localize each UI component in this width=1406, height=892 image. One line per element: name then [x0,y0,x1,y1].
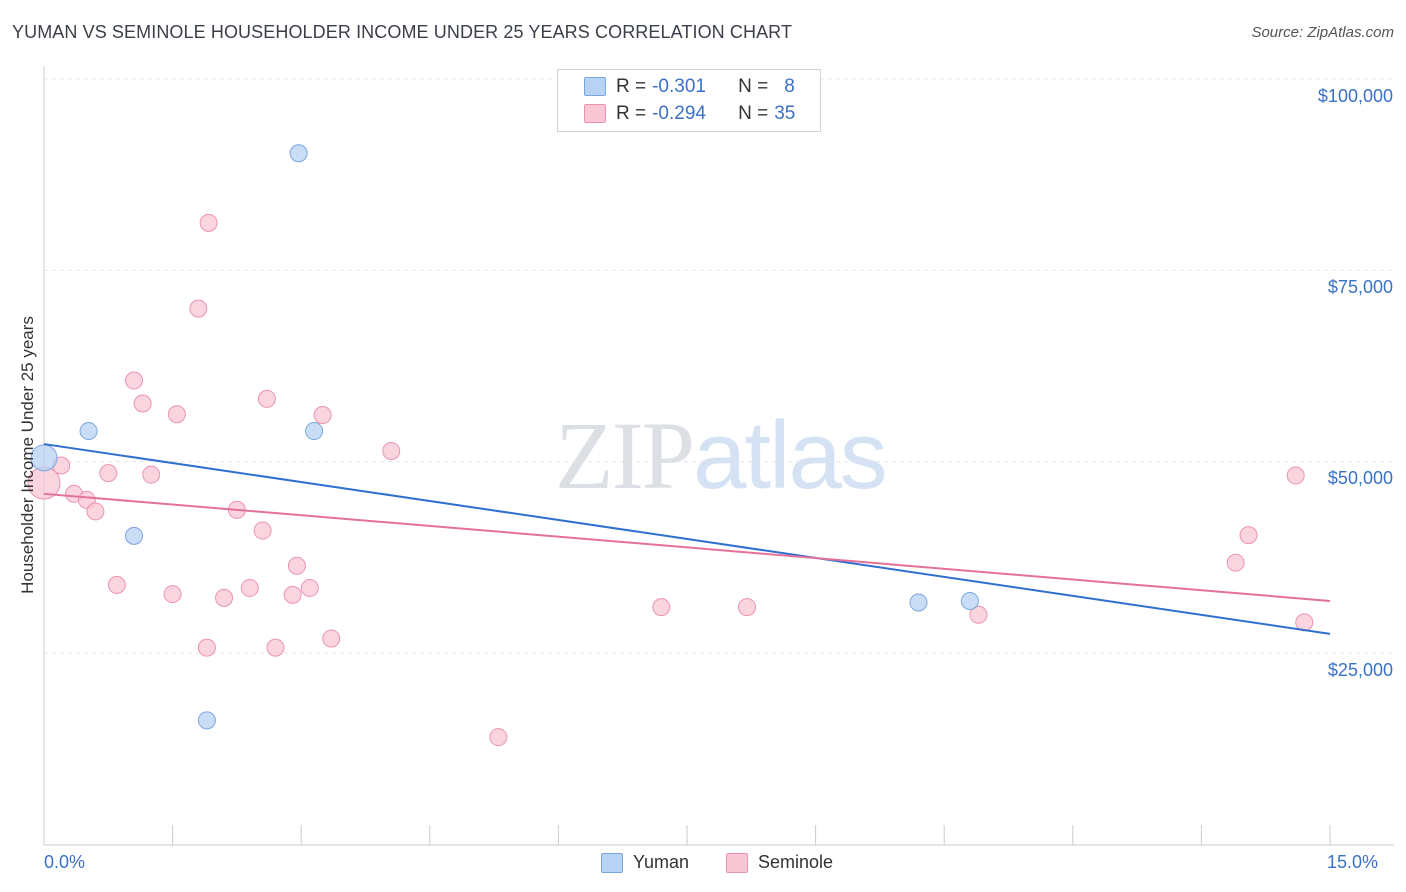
chart-title: YUMAN VS SEMINOLE HOUSEHOLDER INCOME UND… [12,22,793,42]
seminole-point [300,578,319,597]
r-label: R = [616,76,647,97]
legend-item-yuman: Yuman [601,852,689,873]
yuman-point [197,711,216,730]
n-value: 8 [784,76,795,97]
watermark-atlas: atlas [693,402,888,509]
n-value: 35 [774,103,796,124]
yuman-point [305,422,324,441]
legend-row-seminole: R = -0.294 N = 35 [616,102,795,126]
seminole-point [107,575,126,594]
seminole-point [287,556,306,575]
y-tick-label-25000: $25,000 [1327,660,1393,680]
yuman-point [125,526,144,545]
yuman-legend-swatch [601,852,623,873]
seminole-point [189,299,208,318]
legend-item-seminole: Seminole [726,852,833,873]
yuman-point [79,422,98,441]
y-tick-label-75000: $75,000 [1327,277,1393,297]
x-tick-label-max: 15.0% [1327,852,1379,872]
yuman-point [909,593,928,612]
seminole-point [240,578,259,597]
r-value: -0.301 [652,76,706,97]
r-value: -0.294 [652,103,706,124]
seminole-point [133,394,152,413]
seminole-point [167,405,186,424]
seminole-point [163,585,182,604]
seminole-point [197,638,216,657]
n-label: N = [738,76,769,97]
seminole-point [1239,526,1258,545]
r-label: R = [616,103,647,124]
legend-row-yuman: R = -0.301 N = 8 [616,75,795,99]
seminole-swatch [584,104,606,123]
yuman-swatch [584,77,606,96]
legend-label-seminole: Seminole [758,852,834,872]
n-label: N = [738,103,769,124]
seminole-point [969,605,988,624]
x-tick-label-min: 0.0% [44,852,86,872]
seminole-point [199,213,218,232]
seminole-point [1226,553,1245,572]
y-tick-label-100000: $100,000 [1317,86,1393,106]
seminole-point [652,598,671,617]
seminole-point [253,521,272,540]
seminole-point [283,585,302,604]
seminole-point [86,502,105,521]
seminole-point [313,405,332,424]
seminole-point [738,598,757,617]
seminole-point [257,389,276,408]
yuman-point [289,144,308,163]
seminole-trend-line [43,492,1331,602]
seminole-point [1286,466,1305,485]
legend-label-yuman: Yuman [633,852,690,872]
yuman-trend-line [43,443,1331,635]
yuman-point [960,591,979,610]
seminole-point [125,371,144,390]
seminole-point [266,638,285,657]
watermark-zip: ZIP [555,402,695,509]
seminole-legend-swatch [726,852,748,873]
seminole-point [382,441,401,460]
source-label: Source: ZipAtlas.com [1251,24,1394,41]
watermark: ZIPatlas [555,400,888,511]
seminole-point [215,588,234,607]
y-tick-label-50000: $50,000 [1327,468,1393,488]
seminole-point [489,728,508,747]
seminole-point [322,629,341,648]
seminole-point [142,465,161,484]
seminole-point [99,464,118,483]
correlation-legend: R = -0.301 N = 8 R = -0.294 N = 35 [557,69,821,132]
y-axis-label: Householder Income Under 25 years [18,316,37,594]
